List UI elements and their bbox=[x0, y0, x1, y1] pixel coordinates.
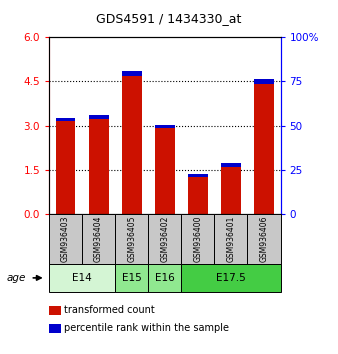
Text: GSM936400: GSM936400 bbox=[193, 216, 202, 262]
Text: GSM936402: GSM936402 bbox=[160, 216, 169, 262]
FancyBboxPatch shape bbox=[148, 264, 181, 292]
Bar bbox=[155, 125, 175, 214]
FancyBboxPatch shape bbox=[115, 264, 148, 292]
Bar bbox=[221, 164, 241, 214]
Text: E16: E16 bbox=[155, 273, 175, 283]
Bar bbox=[89, 115, 108, 119]
FancyBboxPatch shape bbox=[49, 214, 82, 264]
Text: E17.5: E17.5 bbox=[216, 273, 246, 283]
FancyBboxPatch shape bbox=[115, 214, 148, 264]
Text: GSM936404: GSM936404 bbox=[94, 216, 103, 262]
FancyBboxPatch shape bbox=[181, 264, 281, 292]
Text: GSM936401: GSM936401 bbox=[226, 216, 236, 262]
Bar bbox=[188, 175, 208, 177]
Bar bbox=[89, 115, 108, 214]
Text: E15: E15 bbox=[122, 273, 142, 283]
FancyBboxPatch shape bbox=[181, 214, 214, 264]
Text: GDS4591 / 1434330_at: GDS4591 / 1434330_at bbox=[96, 12, 242, 25]
Bar bbox=[56, 118, 75, 121]
Text: transformed count: transformed count bbox=[64, 306, 155, 315]
Bar bbox=[188, 175, 208, 214]
Bar bbox=[56, 118, 75, 214]
FancyBboxPatch shape bbox=[148, 214, 181, 264]
Text: age: age bbox=[7, 273, 26, 283]
Text: GSM936405: GSM936405 bbox=[127, 216, 136, 262]
Bar bbox=[254, 79, 274, 214]
Text: percentile rank within the sample: percentile rank within the sample bbox=[64, 323, 229, 333]
Bar bbox=[155, 125, 175, 128]
Text: GSM936403: GSM936403 bbox=[61, 216, 70, 262]
Bar bbox=[254, 79, 274, 84]
FancyBboxPatch shape bbox=[247, 214, 281, 264]
FancyBboxPatch shape bbox=[214, 214, 247, 264]
FancyBboxPatch shape bbox=[82, 214, 115, 264]
Text: E14: E14 bbox=[72, 273, 92, 283]
Bar bbox=[221, 164, 241, 167]
Bar bbox=[122, 70, 142, 214]
Bar bbox=[122, 70, 142, 76]
Text: GSM936406: GSM936406 bbox=[260, 216, 268, 262]
FancyBboxPatch shape bbox=[49, 264, 115, 292]
